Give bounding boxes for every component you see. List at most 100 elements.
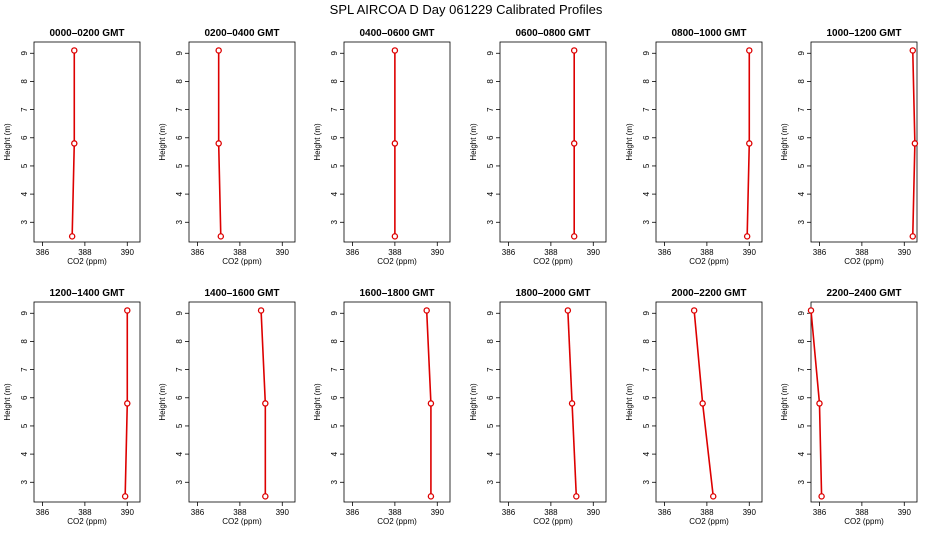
profile-point bbox=[427, 493, 435, 500]
profile-point bbox=[568, 400, 576, 407]
figure-title: SPL AIRCOA D Day 061229 Calibrated Profi… bbox=[330, 2, 603, 17]
x-axis-label: CO2 (ppm) bbox=[689, 517, 729, 526]
panel-title: 1000–1200 GMT bbox=[826, 28, 901, 39]
y-tick-label: 6 bbox=[175, 395, 184, 400]
x-tick-label: 388 bbox=[700, 248, 714, 257]
y-tick-label: 4 bbox=[797, 451, 806, 456]
y-tick-label: 4 bbox=[330, 191, 339, 196]
y-tick-label: 9 bbox=[642, 310, 651, 315]
y-tick-label: 8 bbox=[642, 339, 651, 344]
x-tick-label: 390 bbox=[898, 508, 912, 517]
x-axis-label: CO2 (ppm) bbox=[844, 517, 884, 526]
chart-panel: 2200–2400 GMT 386 388 390 CO2 (ppm) 3 4 5 6 7 8 9 He… bbox=[780, 288, 918, 526]
y-tick-label: 8 bbox=[330, 79, 339, 84]
profile-point bbox=[71, 140, 78, 147]
y-tick-label: 3 bbox=[175, 220, 184, 225]
y-tick-label: 5 bbox=[20, 423, 29, 428]
x-tick-label: 386 bbox=[346, 508, 360, 517]
y-tick-label: 9 bbox=[797, 310, 806, 315]
y-tick-label: 5 bbox=[175, 423, 184, 428]
x-tick-label: 388 bbox=[78, 248, 92, 257]
y-tick-label: 8 bbox=[20, 79, 29, 84]
profile-point bbox=[709, 493, 717, 500]
plot-frame bbox=[810, 41, 918, 243]
profile-point bbox=[68, 233, 76, 240]
y-tick-label: 8 bbox=[486, 339, 495, 344]
x-tick-label: 388 bbox=[544, 248, 558, 257]
profile-point bbox=[121, 493, 129, 500]
chart-panel: 0000–0200 GMT 386 388 390 CO2 (ppm) 3 4 5 6 7 8 9 He… bbox=[3, 28, 141, 266]
y-axis-label: Height (m) bbox=[780, 123, 789, 161]
y-tick-label: 3 bbox=[642, 220, 651, 225]
x-tick-label: 390 bbox=[743, 248, 757, 257]
x-tick-label: 388 bbox=[388, 248, 402, 257]
panel-title: 2000–2200 GMT bbox=[671, 288, 746, 299]
x-tick-label: 388 bbox=[78, 508, 92, 517]
y-tick-label: 9 bbox=[20, 50, 29, 55]
y-tick-label: 3 bbox=[20, 480, 29, 485]
y-axis-label: Height (m) bbox=[3, 123, 12, 161]
y-tick-label: 7 bbox=[642, 367, 651, 372]
plot-frame bbox=[655, 41, 763, 243]
profile-point bbox=[423, 307, 430, 314]
chart-panel: 1200–1400 GMT 386 388 390 CO2 (ppm) 3 4 5 6 7 8 9 He… bbox=[3, 288, 141, 526]
y-tick-label: 4 bbox=[642, 451, 651, 456]
x-tick-label: 386 bbox=[502, 508, 516, 517]
y-tick-label: 9 bbox=[175, 50, 184, 55]
y-tick-label: 8 bbox=[175, 79, 184, 84]
y-tick-label: 5 bbox=[330, 163, 339, 168]
y-tick-label: 7 bbox=[797, 367, 806, 372]
profile-point bbox=[427, 400, 435, 407]
profile-point bbox=[746, 140, 753, 147]
panel-title: 0000–0200 GMT bbox=[49, 28, 124, 39]
x-tick-label: 386 bbox=[191, 248, 205, 257]
profile-point bbox=[818, 493, 825, 500]
profile-point bbox=[690, 307, 698, 314]
y-axis-label: Height (m) bbox=[469, 383, 478, 421]
x-axis-label: CO2 (ppm) bbox=[67, 257, 107, 266]
profile-point bbox=[217, 233, 225, 240]
plot-frame bbox=[188, 301, 296, 503]
plot-frame bbox=[343, 301, 451, 503]
plot-frame bbox=[33, 41, 141, 243]
plot-frame bbox=[499, 41, 607, 243]
y-tick-label: 6 bbox=[642, 135, 651, 140]
panel-title: 0800–1000 GMT bbox=[671, 28, 746, 39]
y-tick-label: 4 bbox=[20, 191, 29, 196]
y-tick-label: 5 bbox=[175, 163, 184, 168]
y-tick-label: 7 bbox=[642, 107, 651, 112]
x-tick-label: 386 bbox=[36, 508, 50, 517]
chart-panel: 2000–2200 GMT 386 388 390 CO2 (ppm) 3 4 5 6 7 8 9 He… bbox=[625, 288, 763, 526]
profile-point bbox=[71, 47, 78, 54]
y-axis-label: Height (m) bbox=[313, 123, 322, 161]
profile-point bbox=[391, 47, 399, 54]
profile-point bbox=[262, 493, 269, 500]
y-tick-label: 6 bbox=[20, 135, 29, 140]
x-tick-label: 388 bbox=[855, 508, 869, 517]
chart-panel: 1400–1600 GMT 386 388 390 CO2 (ppm) 3 4 5 6 7 8 9 He… bbox=[158, 288, 296, 526]
y-tick-label: 9 bbox=[330, 50, 339, 55]
profile-point bbox=[816, 400, 823, 407]
y-tick-label: 3 bbox=[20, 220, 29, 225]
x-axis-label: CO2 (ppm) bbox=[377, 257, 417, 266]
y-tick-label: 4 bbox=[486, 451, 495, 456]
y-tick-label: 6 bbox=[797, 395, 806, 400]
y-tick-label: 7 bbox=[175, 107, 184, 112]
profile-point bbox=[124, 400, 131, 407]
y-tick-label: 3 bbox=[330, 220, 339, 225]
y-tick-label: 3 bbox=[797, 220, 806, 225]
panel-title: 0400–0600 GMT bbox=[359, 28, 434, 39]
profile-point bbox=[909, 47, 917, 54]
x-tick-label: 386 bbox=[346, 248, 360, 257]
chart-panel: 0800–1000 GMT 386 388 390 CO2 (ppm) 3 4 5 6 7 8 9 He… bbox=[625, 28, 763, 266]
profile-point bbox=[573, 493, 580, 500]
y-tick-label: 3 bbox=[330, 480, 339, 485]
plot-frame bbox=[33, 301, 141, 503]
x-tick-label: 390 bbox=[276, 248, 290, 257]
x-tick-label: 388 bbox=[544, 508, 558, 517]
chart-panel: 0400–0600 GMT 386 388 390 CO2 (ppm) 3 4 5 6 7 8 9 He… bbox=[313, 28, 451, 266]
x-tick-label: 386 bbox=[191, 508, 205, 517]
y-tick-label: 4 bbox=[175, 191, 184, 196]
panel-title: 1400–1600 GMT bbox=[204, 288, 279, 299]
y-tick-label: 8 bbox=[486, 79, 495, 84]
